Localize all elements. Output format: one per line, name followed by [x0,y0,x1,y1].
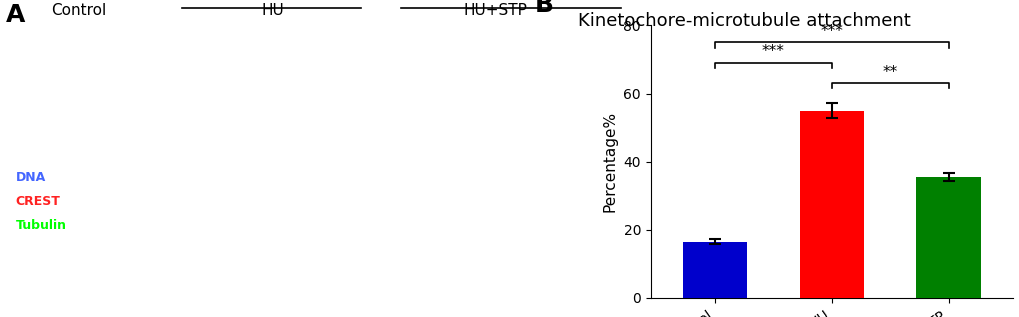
Text: DNA: DNA [15,171,46,184]
Text: HU+STP: HU+STP [464,3,527,18]
Bar [682,242,746,298]
Text: Control: Control [51,3,106,18]
Text: Tubulin: Tubulin [15,219,66,232]
Y-axis label: Percentage%: Percentage% [602,111,618,212]
Text: ***: *** [761,44,784,60]
Text: A: A [6,3,25,27]
Text: CREST: CREST [15,195,60,208]
Text: **: ** [881,65,897,80]
Text: HU: HU [261,3,284,18]
Text: ***: *** [819,24,843,39]
Text: Kinetochore-microtubule attachment: Kinetochore-microtubule attachment [578,12,910,30]
Bar [799,111,863,298]
Bar [916,177,980,298]
Text: B: B [534,0,553,17]
